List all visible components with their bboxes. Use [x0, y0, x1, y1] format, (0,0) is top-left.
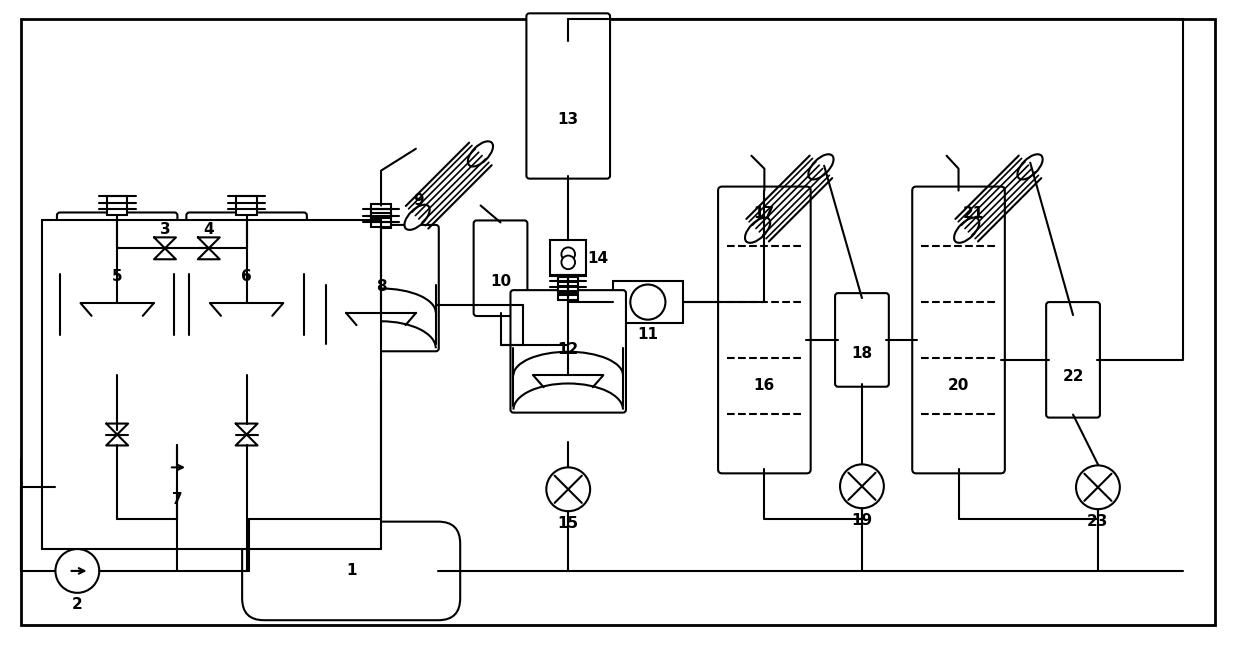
- Text: 9: 9: [414, 193, 424, 208]
- Circle shape: [56, 549, 99, 593]
- Text: 22: 22: [1062, 369, 1084, 384]
- Bar: [237, 196, 256, 215]
- Bar: [559, 286, 579, 291]
- Text: 17: 17: [753, 206, 774, 221]
- Text: 11: 11: [637, 328, 658, 342]
- Ellipse shape: [808, 154, 834, 179]
- Text: 20: 20: [948, 378, 969, 393]
- Text: 21: 21: [963, 206, 984, 221]
- Text: 14: 14: [587, 251, 608, 266]
- Text: 2: 2: [72, 597, 83, 612]
- Text: 16: 16: [753, 378, 776, 393]
- Text: 7: 7: [172, 491, 182, 507]
- Ellipse shape: [1017, 154, 1043, 179]
- FancyBboxPatch shape: [719, 186, 810, 473]
- Text: 15: 15: [558, 515, 579, 531]
- Text: 8: 8: [375, 279, 387, 294]
- Bar: [550, 241, 586, 276]
- Text: 4: 4: [203, 222, 214, 237]
- Bar: [107, 196, 128, 215]
- FancyBboxPatch shape: [835, 293, 888, 387]
- Ellipse shape: [745, 217, 771, 243]
- FancyBboxPatch shape: [473, 221, 528, 316]
- Circle shape: [546, 468, 590, 511]
- Text: 13: 13: [558, 112, 579, 127]
- Text: 23: 23: [1088, 513, 1109, 529]
- Circle shape: [561, 248, 575, 261]
- FancyBboxPatch shape: [1046, 302, 1100, 417]
- Text: 6: 6: [242, 268, 252, 284]
- Text: 10: 10: [489, 274, 510, 289]
- FancyBboxPatch shape: [186, 212, 307, 342]
- Circle shape: [157, 448, 197, 487]
- FancyBboxPatch shape: [57, 212, 177, 342]
- Circle shape: [840, 464, 883, 508]
- Bar: [613, 281, 683, 323]
- FancyBboxPatch shape: [527, 14, 610, 179]
- Ellipse shape: [404, 204, 430, 230]
- Text: 3: 3: [160, 222, 170, 237]
- Text: 1: 1: [346, 564, 357, 579]
- FancyBboxPatch shape: [242, 522, 460, 620]
- Bar: [370, 222, 392, 227]
- Circle shape: [631, 284, 665, 320]
- Bar: [370, 213, 392, 218]
- Ellipse shape: [954, 217, 979, 243]
- Circle shape: [1075, 466, 1120, 509]
- Bar: [372, 210, 390, 228]
- FancyBboxPatch shape: [323, 225, 439, 352]
- Circle shape: [561, 255, 575, 269]
- Bar: [559, 275, 579, 293]
- Ellipse shape: [468, 141, 493, 166]
- Bar: [42, 221, 382, 549]
- Text: 12: 12: [558, 342, 579, 357]
- Bar: [559, 277, 579, 282]
- Text: 18: 18: [851, 346, 872, 361]
- Bar: [370, 204, 392, 209]
- FancyBboxPatch shape: [510, 290, 626, 413]
- Bar: [559, 295, 579, 299]
- Text: 19: 19: [851, 513, 872, 528]
- Text: 5: 5: [112, 268, 123, 284]
- FancyBboxPatch shape: [912, 186, 1005, 473]
